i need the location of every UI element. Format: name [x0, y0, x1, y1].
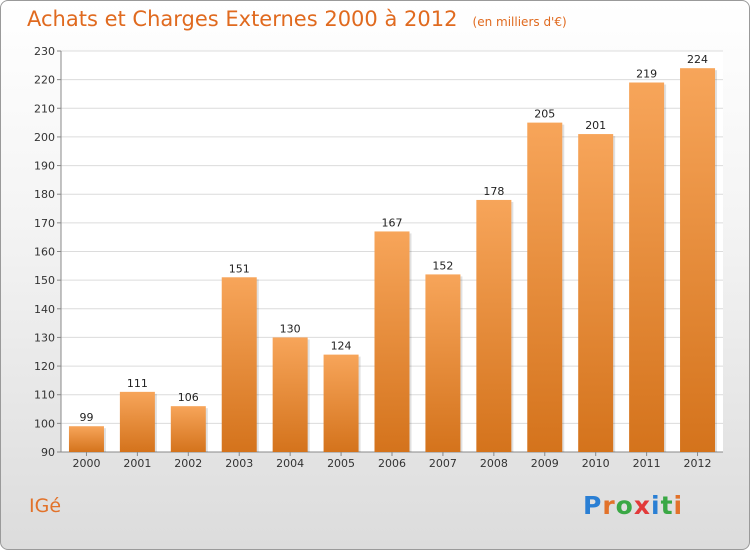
logo-letter: P: [583, 491, 603, 520]
y-tick-label: 120: [34, 360, 55, 373]
title-bar: Achats et Charges Externes 2000 à 2012 (…: [27, 7, 567, 31]
bar: [119, 391, 155, 452]
y-tick-label: 90: [41, 446, 55, 459]
y-tick-label: 140: [34, 303, 55, 316]
x-tick-label: 2000: [72, 457, 100, 470]
logo-letter: o: [615, 491, 634, 520]
y-tick-label: 130: [34, 331, 55, 344]
logo-letter: r: [602, 491, 616, 520]
bar-value-label: 111: [127, 377, 148, 390]
bar: [323, 354, 359, 452]
chart-subtitle: (en milliers d'€): [472, 15, 567, 29]
y-tick-label: 160: [34, 246, 55, 259]
y-tick-label: 170: [34, 217, 55, 230]
x-tick-label: 2009: [531, 457, 559, 470]
x-tick-label: 2011: [633, 457, 661, 470]
bar-value-label: 178: [483, 185, 504, 198]
y-tick-label: 220: [34, 74, 55, 87]
bar: [68, 426, 104, 452]
proxiti-logo: Proxiti: [583, 491, 683, 520]
bar: [680, 68, 716, 452]
bar-value-label: 106: [178, 391, 199, 404]
y-tick-label: 190: [34, 160, 55, 173]
y-tick-label: 150: [34, 274, 55, 287]
bar-value-label: 130: [280, 322, 301, 335]
bar: [527, 122, 563, 452]
bar: [629, 82, 665, 452]
y-tick-label: 200: [34, 131, 55, 144]
bar-value-label: 152: [432, 259, 453, 272]
x-tick-label: 2004: [276, 457, 304, 470]
logo-letter: x: [633, 491, 651, 520]
x-tick-label: 2008: [480, 457, 508, 470]
x-tick-label: 2001: [123, 457, 151, 470]
y-tick-label: 100: [34, 417, 55, 430]
x-tick-label: 2007: [429, 457, 457, 470]
bar: [476, 199, 512, 452]
y-tick-label: 110: [34, 389, 55, 402]
place-name: IGé: [29, 495, 62, 517]
x-tick-label: 2005: [327, 457, 355, 470]
x-tick-label: 2003: [225, 457, 253, 470]
logo-letter: i: [673, 491, 684, 520]
x-tick-label: 2012: [684, 457, 712, 470]
bar: [578, 134, 614, 453]
chart-title: Achats et Charges Externes 2000 à 2012: [27, 7, 458, 31]
bar-value-label: 167: [382, 216, 403, 229]
y-tick-label: 210: [34, 102, 55, 115]
bar: [425, 274, 461, 452]
bar: [374, 231, 410, 452]
bar: [170, 406, 206, 452]
bar-value-label: 124: [331, 340, 352, 353]
x-tick-label: 2002: [174, 457, 202, 470]
bar-value-label: 99: [79, 411, 93, 424]
bar-value-label: 201: [585, 119, 606, 132]
bar-value-label: 219: [636, 68, 657, 81]
bar: [221, 277, 257, 452]
bar-value-label: 151: [229, 262, 250, 275]
logo-letter: i: [651, 491, 661, 520]
logo-letter: t: [660, 491, 674, 520]
x-tick-label: 2006: [378, 457, 406, 470]
y-tick-label: 230: [34, 45, 55, 58]
bar-value-label: 205: [534, 108, 555, 121]
bar-value-label: 224: [687, 53, 708, 66]
bar: [272, 337, 308, 452]
y-tick-label: 180: [34, 188, 55, 201]
x-tick-label: 2010: [582, 457, 610, 470]
